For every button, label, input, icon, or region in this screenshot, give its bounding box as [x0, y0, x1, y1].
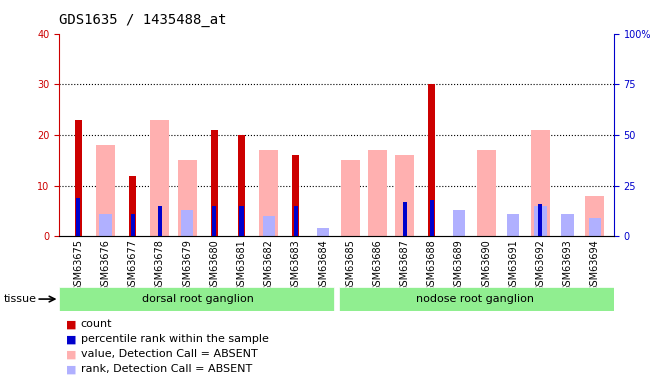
Text: GSM63686: GSM63686: [372, 239, 382, 291]
Text: GSM63678: GSM63678: [155, 239, 165, 292]
Bar: [59, 287, 335, 311]
Text: GSM63687: GSM63687: [399, 239, 410, 292]
Text: count: count: [81, 320, 112, 329]
Bar: [77, 198, 81, 236]
Bar: [430, 200, 434, 236]
Text: GSM63680: GSM63680: [209, 239, 219, 291]
Bar: [339, 287, 614, 311]
Text: GSM63694: GSM63694: [590, 239, 600, 291]
Text: GSM63685: GSM63685: [345, 239, 355, 292]
Bar: [158, 206, 162, 236]
Text: GSM63677: GSM63677: [128, 239, 138, 292]
Text: percentile rank within the sample: percentile rank within the sample: [81, 334, 269, 344]
Text: GSM63690: GSM63690: [481, 239, 491, 291]
Text: ■: ■: [66, 334, 77, 344]
Bar: [75, 120, 82, 236]
Bar: [259, 150, 278, 236]
Text: ■: ■: [66, 320, 77, 329]
Bar: [96, 145, 115, 236]
Text: GSM63681: GSM63681: [236, 239, 246, 291]
Text: dorsal root ganglion: dorsal root ganglion: [142, 294, 254, 304]
Text: GSM63693: GSM63693: [562, 239, 573, 291]
Bar: [263, 216, 275, 236]
Bar: [150, 120, 170, 236]
Bar: [535, 206, 546, 236]
Bar: [178, 160, 197, 236]
Bar: [131, 214, 135, 236]
Text: ■: ■: [66, 350, 77, 359]
Text: GSM63683: GSM63683: [291, 239, 301, 291]
Bar: [395, 155, 414, 236]
Text: rank, Detection Call = ABSENT: rank, Detection Call = ABSENT: [81, 364, 251, 374]
Bar: [341, 160, 360, 236]
Bar: [428, 84, 435, 236]
Bar: [453, 210, 465, 236]
Bar: [240, 206, 244, 236]
Text: GSM63691: GSM63691: [508, 239, 518, 291]
Bar: [589, 218, 601, 236]
Text: value, Detection Call = ABSENT: value, Detection Call = ABSENT: [81, 350, 257, 359]
Bar: [317, 228, 329, 236]
Text: GSM63676: GSM63676: [100, 239, 111, 292]
Text: ■: ■: [66, 364, 77, 374]
Bar: [368, 150, 387, 236]
Text: GSM63682: GSM63682: [263, 239, 274, 292]
Bar: [507, 214, 519, 236]
Bar: [562, 214, 574, 236]
Bar: [539, 204, 543, 236]
Bar: [211, 130, 218, 236]
Bar: [477, 150, 496, 236]
Text: tissue: tissue: [3, 294, 36, 304]
Text: nodose root ganglion: nodose root ganglion: [416, 294, 534, 304]
Bar: [585, 196, 605, 236]
Bar: [531, 130, 550, 236]
Bar: [129, 176, 136, 236]
Bar: [403, 202, 407, 236]
Bar: [294, 206, 298, 236]
Text: GSM63675: GSM63675: [73, 239, 83, 292]
Text: GSM63689: GSM63689: [454, 239, 464, 291]
Text: GDS1635 / 1435488_at: GDS1635 / 1435488_at: [59, 13, 227, 27]
Text: GSM63679: GSM63679: [182, 239, 192, 292]
Text: GSM63688: GSM63688: [427, 239, 437, 291]
Bar: [238, 135, 245, 236]
Text: GSM63684: GSM63684: [318, 239, 328, 291]
Bar: [181, 210, 193, 236]
Bar: [292, 155, 299, 236]
Bar: [100, 214, 112, 236]
Text: GSM63692: GSM63692: [535, 239, 545, 292]
Bar: [213, 206, 216, 236]
